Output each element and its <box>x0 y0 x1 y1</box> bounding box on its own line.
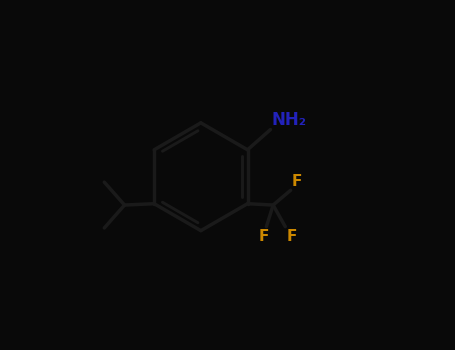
Text: F: F <box>287 229 297 244</box>
Text: F: F <box>258 229 269 244</box>
Text: F: F <box>292 174 303 189</box>
Text: NH₂: NH₂ <box>272 111 307 129</box>
